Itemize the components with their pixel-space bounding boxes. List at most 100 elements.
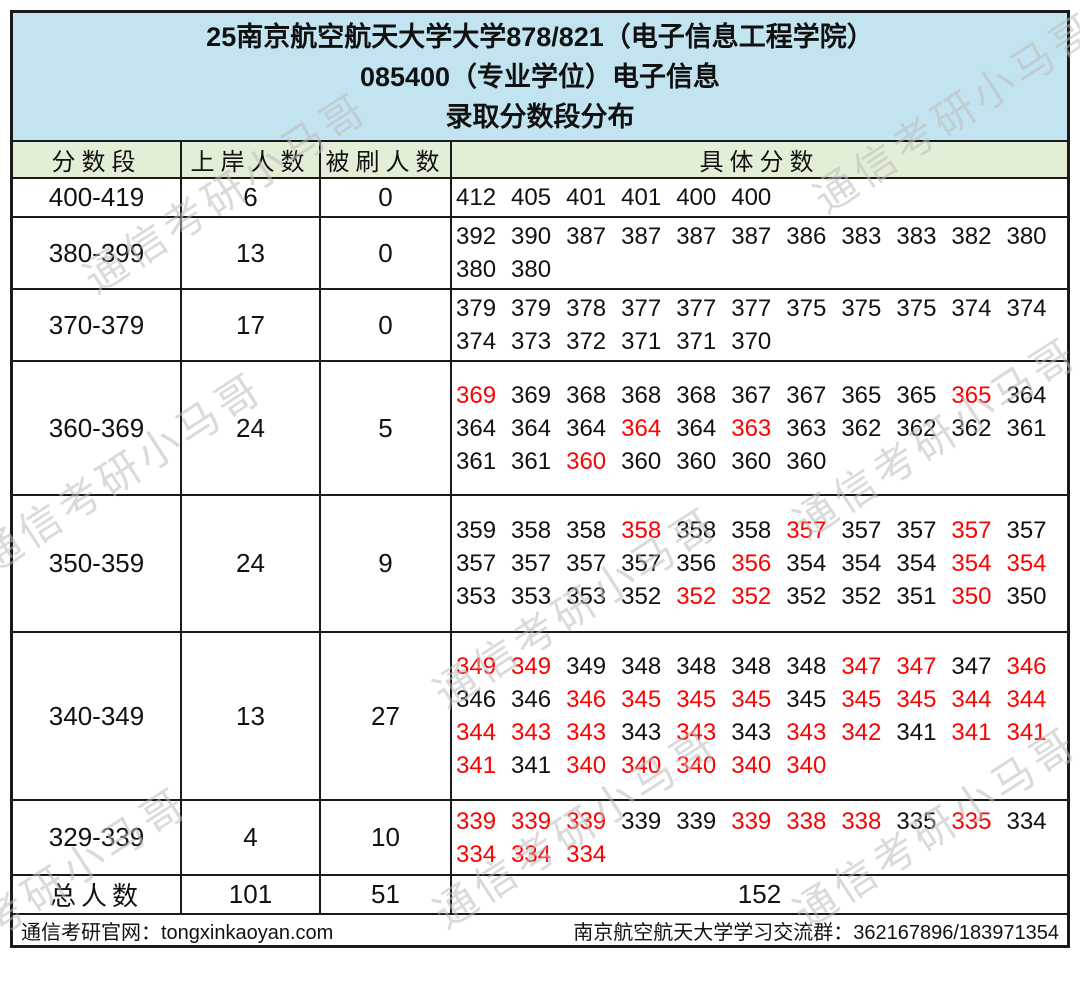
score-value: 344 bbox=[456, 719, 497, 746]
score-value: 350 bbox=[951, 583, 992, 610]
score-value: 379 bbox=[511, 295, 552, 322]
score-value: 392 bbox=[456, 223, 497, 250]
score-value: 340 bbox=[566, 752, 607, 779]
score-value: 364 bbox=[566, 414, 607, 442]
score-value: 341 bbox=[951, 719, 992, 746]
score-value: 356 bbox=[676, 550, 717, 577]
score-value: 363 bbox=[731, 414, 772, 442]
score-value: 390 bbox=[511, 223, 552, 250]
score-value: 357 bbox=[786, 517, 827, 544]
score-value: 346 bbox=[566, 686, 607, 713]
score-value: 345 bbox=[731, 686, 772, 713]
scores-cell: 412 405 401 401 400 400 bbox=[450, 179, 1067, 216]
score-value: 340 bbox=[786, 752, 827, 779]
score-value: 364 bbox=[676, 414, 717, 442]
score-value: 387 bbox=[731, 223, 772, 250]
score-value: 343 bbox=[511, 719, 552, 746]
score-value: 401 bbox=[566, 184, 607, 211]
header-rejected-count: 被刷人数 bbox=[319, 142, 450, 177]
score-value: 405 bbox=[511, 184, 552, 211]
score-value: 335 bbox=[951, 807, 992, 835]
score-value: 370 bbox=[731, 328, 772, 355]
score-value: 348 bbox=[786, 653, 827, 680]
rejected-count-cell: 5 bbox=[319, 362, 450, 494]
score-value: 352 bbox=[786, 583, 827, 610]
score-value: 359 bbox=[456, 517, 497, 544]
footer-bar: 通信考研官网：tongxinkaoyan.com 南京航空航天大学学习交流群：3… bbox=[13, 913, 1067, 945]
table-header-row: 分数段 上岸人数 被刷人数 具体分数 bbox=[13, 140, 1067, 177]
score-value: 354 bbox=[896, 550, 937, 577]
score-value: 382 bbox=[951, 223, 992, 250]
title-line-3: 录取分数段分布 bbox=[445, 101, 635, 132]
score-value: 339 bbox=[566, 807, 607, 835]
score-value: 357 bbox=[511, 550, 552, 577]
score-value: 377 bbox=[676, 295, 717, 322]
score-value: 347 bbox=[951, 653, 992, 680]
total-label: 总人数 bbox=[49, 881, 143, 911]
score-value: 354 bbox=[951, 550, 992, 577]
score-value: 364 bbox=[456, 414, 497, 442]
score-value: 334 bbox=[1006, 807, 1047, 835]
score-value: 352 bbox=[841, 583, 882, 610]
score-value: 364 bbox=[1006, 381, 1047, 409]
table-row: 350-359 24 9 359 358 358 358 358 358 357 357 357 357… bbox=[13, 494, 1067, 631]
admitted-count-cell: 24 bbox=[180, 496, 319, 631]
score-value: 357 bbox=[841, 517, 882, 544]
score-value: 401 bbox=[621, 184, 662, 211]
score-value: 343 bbox=[621, 719, 662, 746]
score-value: 335 bbox=[896, 807, 937, 835]
score-value: 340 bbox=[676, 752, 717, 779]
header-admitted-count: 上岸人数 bbox=[180, 142, 319, 177]
score-value: 360 bbox=[731, 447, 772, 475]
score-value: 341 bbox=[1006, 719, 1047, 746]
score-value: 340 bbox=[621, 752, 662, 779]
score-value: 339 bbox=[456, 807, 497, 835]
score-value: 377 bbox=[621, 295, 662, 322]
table-row: 329-339 4 10 339 339 339 339 339 339 338 338 335 335… bbox=[13, 799, 1067, 874]
score-value: 345 bbox=[621, 686, 662, 713]
score-value: 371 bbox=[621, 328, 662, 355]
score-value: 339 bbox=[676, 807, 717, 835]
score-value: 412 bbox=[456, 184, 497, 211]
score-value: 362 bbox=[951, 414, 992, 442]
score-range-cell: 350-359 bbox=[48, 548, 145, 578]
header-specific-scores: 具体分数 bbox=[450, 142, 1067, 177]
score-value: 375 bbox=[786, 295, 827, 322]
score-value: 341 bbox=[896, 719, 937, 746]
score-range-cell: 340-349 bbox=[48, 700, 145, 731]
score-value: 343 bbox=[566, 719, 607, 746]
scores-cell: 392 390 387 387 387 387 386 383 383 382 380 380 380 bbox=[450, 218, 1067, 288]
score-value: 368 bbox=[676, 381, 717, 409]
table-row: 370-379 17 0 379 379 378 377 377 377 375 375 375 374… bbox=[13, 288, 1067, 360]
score-value: 372 bbox=[566, 328, 607, 355]
total-admitted: 101 bbox=[180, 876, 319, 913]
score-value: 334 bbox=[511, 840, 552, 868]
score-value: 357 bbox=[456, 550, 497, 577]
score-value: 345 bbox=[841, 686, 882, 713]
score-value: 383 bbox=[896, 223, 937, 250]
score-value: 365 bbox=[841, 381, 882, 409]
score-value: 363 bbox=[786, 414, 827, 442]
score-value: 356 bbox=[731, 550, 772, 577]
score-value: 377 bbox=[731, 295, 772, 322]
score-range-cell: 400-419 bbox=[48, 182, 145, 212]
score-value: 387 bbox=[566, 223, 607, 250]
footer-group-text: 南京航空航天大学学习交流群：362167896/183971354 bbox=[573, 921, 1059, 944]
score-value: 361 bbox=[511, 447, 552, 475]
score-value: 361 bbox=[1006, 414, 1047, 442]
score-value: 348 bbox=[621, 653, 662, 680]
score-value: 349 bbox=[511, 653, 552, 680]
score-value: 380 bbox=[1006, 223, 1047, 250]
rejected-count-cell: 0 bbox=[319, 290, 450, 360]
score-value: 338 bbox=[786, 807, 827, 835]
score-value: 349 bbox=[456, 653, 497, 680]
score-value: 374 bbox=[456, 328, 497, 355]
score-value: 360 bbox=[676, 447, 717, 475]
admitted-count-cell: 17 bbox=[180, 290, 319, 360]
score-value: 362 bbox=[896, 414, 937, 442]
score-value: 343 bbox=[786, 719, 827, 746]
score-value: 358 bbox=[731, 517, 772, 544]
total-rejected: 51 bbox=[319, 876, 450, 913]
table-row: 380-399 13 0 392 390 387 387 387 387 386 383 383 382… bbox=[13, 216, 1067, 288]
scores-cell: 339 339 339 339 339 339 338 338 335 335 334 334 334 3… bbox=[450, 801, 1067, 874]
